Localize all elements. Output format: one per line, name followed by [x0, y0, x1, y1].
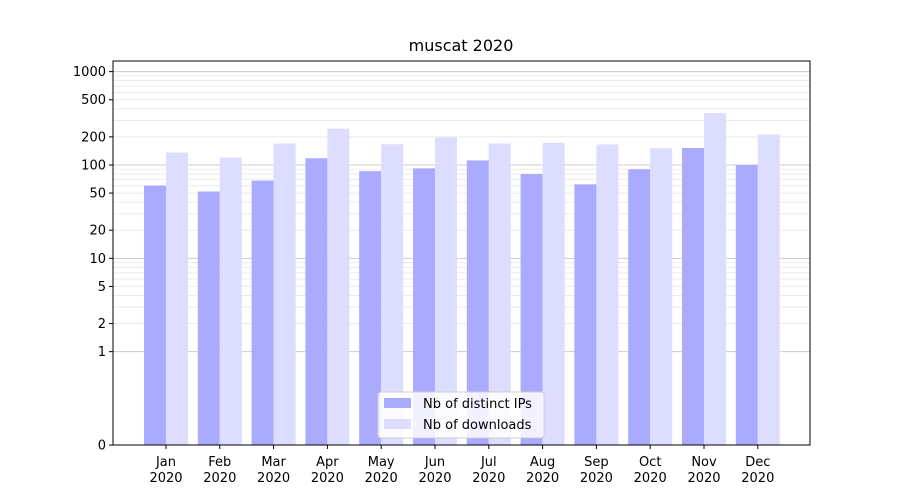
x-tick-label-year: 2020	[149, 471, 182, 486]
x-tick-label-month: Dec	[745, 455, 770, 470]
y-tick-label: 2	[98, 317, 106, 332]
x-tick-label-year: 2020	[634, 471, 667, 486]
legend-swatch-downloads	[384, 419, 411, 429]
x-tick-label-year: 2020	[365, 471, 398, 486]
bar-downloads	[596, 144, 619, 445]
legend-label-downloads: Nb of downloads	[423, 418, 532, 433]
bar-distinct-ips	[735, 164, 758, 446]
legend-box	[377, 391, 545, 439]
x-tick-label-year: 2020	[687, 471, 720, 486]
bar-downloads	[650, 148, 673, 445]
x-tick-label-year: 2020	[418, 471, 451, 486]
bar-downloads	[381, 144, 404, 445]
bar-distinct-ips	[574, 184, 597, 445]
y-tick-label: 500	[81, 93, 106, 108]
bar-distinct-ips	[413, 168, 435, 445]
x-tick-label-month: Nov	[691, 455, 717, 470]
x-tick-label-year: 2020	[526, 471, 559, 486]
bar-distinct-ips	[466, 160, 489, 445]
legend-swatch-ips	[384, 398, 411, 408]
bar-downloads	[757, 134, 780, 445]
y-tick-label: 1000	[73, 65, 106, 80]
bar-downloads	[327, 128, 350, 446]
x-tick-label-year: 2020	[472, 471, 505, 486]
legend: Nb of distinct IPs Nb of downloads	[377, 391, 545, 439]
bar-distinct-ips	[682, 148, 704, 445]
y-tick-label: 0	[98, 439, 106, 454]
bar-downloads	[166, 152, 188, 445]
y-axis: 0 1 2 5 10 20 50 100 200 500 1000	[73, 65, 113, 454]
y-tick-label: 10	[89, 252, 106, 267]
bar-downloads	[435, 137, 457, 445]
x-tick-label-month: Jun	[424, 455, 445, 470]
bar-downloads	[704, 113, 726, 445]
bar-distinct-ips	[520, 174, 543, 445]
x-tick-label-month: Oct	[639, 455, 661, 470]
legend-label-ips: Nb of distinct IPs	[423, 397, 532, 412]
y-tick-label: 20	[89, 224, 106, 239]
x-tick-label-month: Jul	[480, 455, 497, 470]
bar-distinct-ips	[144, 185, 166, 445]
x-tick-label-month: Aug	[530, 455, 555, 470]
x-tick-label-year: 2020	[203, 471, 236, 486]
bar-downloads	[219, 157, 242, 446]
bars	[144, 113, 780, 446]
y-tick-label: 50	[89, 187, 106, 202]
bar-downloads	[488, 143, 511, 445]
x-tick-label-year: 2020	[311, 471, 344, 486]
y-tick-label: 5	[98, 280, 106, 295]
bar-downloads	[542, 142, 565, 446]
y-tick-label: 200	[81, 130, 106, 145]
y-tick-label: 1	[98, 345, 106, 360]
x-tick-label-month: Feb	[208, 455, 231, 470]
x-tick-label-month: Sep	[584, 455, 609, 470]
bar-distinct-ips	[628, 169, 651, 446]
bar-downloads	[273, 143, 296, 445]
plot-frame	[112, 60, 811, 446]
y-tick-label: 100	[81, 158, 106, 173]
x-tick-label-month: Jan	[155, 455, 176, 470]
x-tick-label-year: 2020	[580, 471, 613, 486]
x-tick-label-month: Mar	[261, 455, 286, 470]
chart-title: muscat 2020	[409, 36, 514, 55]
x-tick-label-month: Apr	[316, 455, 339, 470]
x-axis: Jan2020Feb2020Mar2020Apr2020May2020Jun20…	[149, 445, 774, 486]
bar-distinct-ips	[359, 171, 382, 445]
x-tick-label-year: 2020	[257, 471, 290, 486]
bar-distinct-ips	[251, 180, 274, 445]
x-tick-label-year: 2020	[741, 471, 774, 486]
x-tick-label-month: May	[368, 455, 395, 470]
bar-distinct-ips	[197, 191, 220, 445]
bar-distinct-ips	[305, 158, 328, 445]
